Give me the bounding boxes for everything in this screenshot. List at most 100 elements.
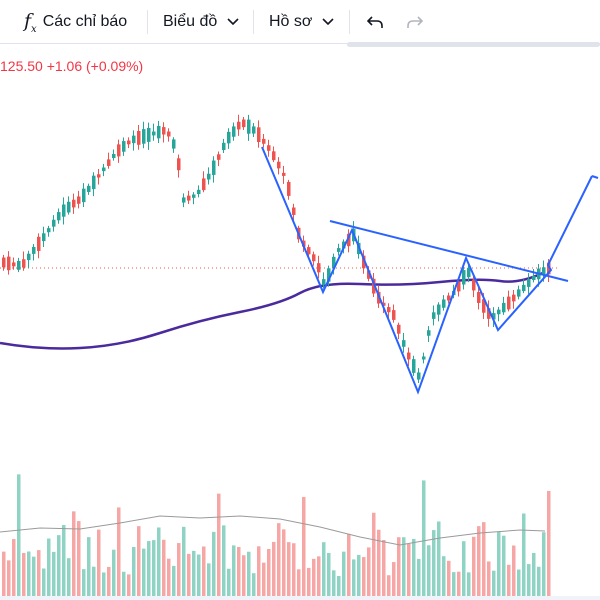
volume-bar	[412, 539, 416, 596]
volume-bar	[12, 539, 16, 596]
candle-body	[172, 139, 176, 148]
volume-bar	[392, 562, 396, 596]
volume-bar	[132, 547, 136, 596]
volume-bar	[177, 543, 181, 596]
candle-body	[412, 359, 416, 373]
volume-bars	[2, 474, 551, 596]
candle-body	[17, 261, 21, 270]
volume-bar	[547, 491, 551, 596]
volume-bar	[312, 559, 316, 596]
volume-bar	[442, 556, 446, 596]
volume-bar	[202, 546, 206, 596]
volume-bar	[317, 556, 321, 596]
volume-bar	[252, 573, 256, 596]
volume-bar	[472, 537, 476, 596]
volume-bar	[197, 555, 201, 596]
volume-bar	[127, 574, 131, 596]
volume-bar	[507, 565, 511, 596]
volume-bar	[267, 549, 271, 596]
volume-bar	[277, 523, 281, 596]
volume-bar	[222, 525, 226, 596]
volume-bar	[62, 525, 66, 596]
candle-body	[182, 197, 186, 202]
candle-body	[117, 144, 121, 156]
candle-body	[57, 212, 61, 220]
volume-bar	[217, 494, 221, 596]
volume-bar	[27, 551, 31, 596]
volume-bar	[52, 552, 56, 596]
volume-bar	[447, 561, 451, 596]
volume-bar	[282, 529, 286, 596]
candlesticks	[2, 115, 551, 383]
volume-bar	[152, 540, 156, 596]
volume-bar	[322, 542, 326, 596]
volume-bar	[87, 537, 91, 596]
candle-body	[12, 262, 16, 266]
candle-body	[97, 174, 101, 177]
candle-body	[497, 310, 501, 315]
volume-bar	[117, 507, 121, 596]
candle-body	[82, 189, 86, 202]
candle-body	[112, 154, 116, 158]
volume-bar	[137, 526, 141, 596]
chart-bottom-border	[0, 596, 600, 600]
volume-bar	[492, 571, 496, 596]
candle-body	[317, 263, 321, 272]
volume-bar	[527, 564, 531, 596]
candle-body	[42, 233, 46, 241]
candle-body	[472, 280, 476, 291]
candle-body	[337, 248, 341, 252]
candle-body	[442, 299, 446, 307]
candle-body	[37, 237, 41, 251]
volume-bar	[427, 545, 431, 596]
candle-body	[62, 205, 66, 217]
volume-bar	[47, 539, 51, 596]
candle-body	[237, 122, 241, 130]
volume-bar	[502, 536, 506, 596]
volume-bar	[422, 480, 426, 596]
volume-bar	[182, 527, 186, 596]
volume-bar	[122, 572, 126, 596]
candle-body	[47, 228, 51, 232]
candle-body	[212, 161, 216, 175]
candle-body	[32, 247, 36, 254]
volume-bar	[102, 572, 106, 596]
candle-body	[247, 120, 251, 134]
candle-body	[152, 132, 156, 136]
volume-bar	[352, 559, 356, 596]
volume-bar	[402, 537, 406, 596]
volume-bar	[372, 513, 376, 596]
volume-bar	[457, 572, 461, 596]
volume-bar	[307, 568, 311, 596]
candle-body	[392, 310, 396, 320]
candle-body	[397, 325, 401, 334]
candle-body	[222, 143, 226, 150]
volume-bar	[407, 544, 411, 596]
candle-body	[207, 174, 211, 180]
volume-bar	[22, 553, 26, 596]
candle-body	[417, 372, 421, 379]
candle-body	[2, 258, 6, 268]
volume-bar	[347, 534, 351, 596]
volume-bar	[517, 570, 521, 596]
candle-body	[422, 356, 426, 359]
volume-bar	[42, 569, 46, 596]
volume-bar	[362, 557, 366, 596]
volume-bar	[542, 532, 546, 596]
candle-body	[447, 296, 451, 301]
volume-bar	[452, 572, 456, 596]
candle-body	[252, 126, 256, 133]
volume-bar	[82, 569, 86, 596]
candle-body	[322, 279, 326, 285]
volume-bar	[67, 558, 71, 596]
candle-body	[277, 162, 281, 169]
volume-bar	[297, 569, 301, 596]
volume-bar	[262, 563, 266, 596]
candle-body	[177, 158, 181, 170]
volume-bar	[172, 566, 176, 596]
volume-bar	[2, 552, 6, 596]
candle-body	[7, 257, 11, 271]
volume-bar	[77, 521, 81, 596]
volume-bar	[537, 567, 541, 596]
